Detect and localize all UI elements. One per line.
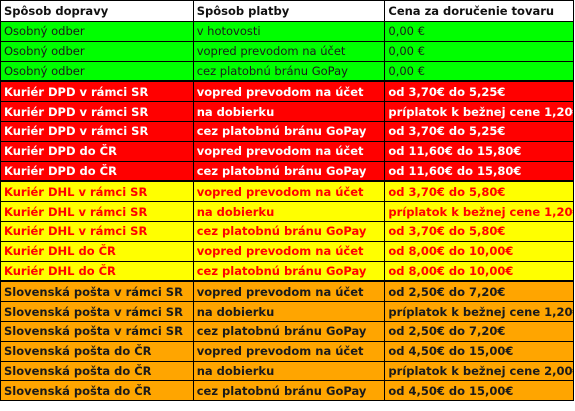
cell-payment-method: vopred prevodom na účet <box>192 140 386 162</box>
cell-payment-method: cez platobnú bránu GoPay <box>192 60 386 82</box>
table-row: Kuriér DPD v rámci SR vopred prevodom na … <box>0 80 574 103</box>
table-row: Kuriér DHL v rámci SR vopred prevodom na … <box>0 180 574 203</box>
cell-delivery-price: od 2,50€ do 7,20€ <box>384 280 574 303</box>
cell-shipping-method: Kuriér DPD v rámci SR <box>0 101 194 122</box>
table-row: Slovenská pošta do ČR na dobierku príplato… <box>0 360 574 382</box>
cell-shipping-method: Slovenská pošta do ČR <box>0 340 194 362</box>
header-payment-method: Spôsob platby <box>192 0 386 22</box>
cell-delivery-price: od 3,70€ do 5,80€ <box>384 180 574 203</box>
cell-shipping-method: Kuriér DHL do ČR <box>0 240 194 262</box>
cell-payment-method: v hotovosti <box>192 21 386 42</box>
cell-delivery-price: 0,00 € <box>384 21 574 42</box>
cell-delivery-price: od 8,00€ do 10,00€ <box>384 260 574 282</box>
cell-delivery-price: od 3,70€ do 5,25€ <box>384 120 574 142</box>
cell-shipping-method: Kuriér DHL v rámci SR <box>0 201 194 222</box>
cell-delivery-price: od 3,70€ do 5,25€ <box>384 80 574 103</box>
cell-payment-method: na dobierku <box>192 301 386 322</box>
cell-shipping-method: Osobný odber <box>0 21 194 42</box>
header-shipping-method: Spôsob dopravy <box>0 0 194 22</box>
cell-payment-method: vopred prevodom na účet <box>192 40 386 62</box>
cell-shipping-method: Slovenská pošta do ČR <box>0 380 194 402</box>
cell-payment-method: na dobierku <box>192 201 386 222</box>
cell-payment-method: na dobierku <box>192 360 386 382</box>
cell-shipping-method: Osobný odber <box>0 40 194 62</box>
cell-shipping-method: Kuriér DPD do ČR <box>0 160 194 182</box>
cell-delivery-price: príplatok k bežnej cene 1,20€ <box>384 301 574 322</box>
cell-shipping-method: Osobný odber <box>0 60 194 82</box>
table-row: Kuriér DPD v rámci SR na dobierku príplato… <box>0 101 574 122</box>
table-row: Kuriér DHL do ČR vopred prevodom na účet o… <box>0 240 574 262</box>
table-row: Slovenská pošta v rámci SR cez platobnú b… <box>0 320 574 342</box>
table-row: Kuriér DHL v rámci SR na dobierku príplato… <box>0 201 574 222</box>
cell-delivery-price: 0,00 € <box>384 40 574 62</box>
table-row: Slovenská pošta v rámci SR na dobierku prí… <box>0 301 574 322</box>
cell-payment-method: cez platobnú bránu GoPay <box>192 260 386 282</box>
cell-shipping-method: Slovenská pošta v rámci SR <box>0 320 194 342</box>
cell-shipping-method: Slovenská pošta v rámci SR <box>0 280 194 303</box>
shipping-price-table: Spôsob dopravy Spôsob platby Cena za dor… <box>0 0 574 402</box>
cell-delivery-price: príplatok k bežnej cene 1,20€ <box>384 101 574 122</box>
table-row: Slovenská pošta v rámci SR vopred prevodo… <box>0 280 574 303</box>
header-delivery-price: Cena za doručenie tovaru <box>384 0 574 22</box>
cell-payment-method: vopred prevodom na účet <box>192 340 386 362</box>
cell-payment-method: vopred prevodom na účet <box>192 240 386 262</box>
cell-payment-method: cez platobnú bránu GoPay <box>192 220 386 242</box>
cell-shipping-method: Kuriér DPD do ČR <box>0 140 194 162</box>
cell-delivery-price: od 11,60€ do 15,80€ <box>384 140 574 162</box>
cell-delivery-price: od 8,00€ do 10,00€ <box>384 240 574 262</box>
table-row: Osobný odber vopred prevodom na účet 0,00 … <box>0 40 574 62</box>
table-row: Osobný odber v hotovosti 0,00 € <box>0 21 574 42</box>
cell-payment-method: cez platobnú bránu GoPay <box>192 320 386 342</box>
cell-payment-method: vopred prevodom na účet <box>192 180 386 203</box>
cell-payment-method: vopred prevodom na účet <box>192 80 386 103</box>
cell-payment-method: cez platobnú bránu GoPay <box>192 160 386 182</box>
cell-shipping-method: Kuriér DHL v rámci SR <box>0 180 194 203</box>
cell-shipping-method: Slovenská pošta do ČR <box>0 360 194 382</box>
cell-shipping-method: Kuriér DPD v rámci SR <box>0 80 194 103</box>
table-row: Kuriér DPD do ČR vopred prevodom na účet o… <box>0 140 574 162</box>
cell-shipping-method: Kuriér DPD v rámci SR <box>0 120 194 142</box>
table-body: Osobný odber v hotovosti 0,00 € Osobný odbe… <box>0 21 574 402</box>
cell-payment-method: cez platobnú bránu GoPay <box>192 120 386 142</box>
table-row: Slovenská pošta do ČR cez platobnú bránu … <box>0 380 574 402</box>
table-row: Kuriér DPD do ČR cez platobnú bránu GoPay… <box>0 160 574 182</box>
cell-payment-method: vopred prevodom na účet <box>192 280 386 303</box>
table-row: Kuriér DHL v rámci SR cez platobnú bránu … <box>0 220 574 242</box>
table-header-row: Spôsob dopravy Spôsob platby Cena za dor… <box>0 0 574 22</box>
table-row: Kuriér DHL do ČR cez platobnú bránu GoPay… <box>0 260 574 282</box>
cell-shipping-method: Kuriér DHL v rámci SR <box>0 220 194 242</box>
cell-payment-method: cez platobnú bránu GoPay <box>192 380 386 402</box>
cell-shipping-method: Slovenská pošta v rámci SR <box>0 301 194 322</box>
cell-delivery-price: príplatok k bežnej cene 2,00€ <box>384 360 574 382</box>
cell-shipping-method: Kuriér DHL do ČR <box>0 260 194 282</box>
table-row: Osobný odber cez platobnú bránu GoPay 0,00… <box>0 60 574 82</box>
cell-delivery-price: 0,00 € <box>384 60 574 82</box>
table-row: Slovenská pošta do ČR vopred prevodom na … <box>0 340 574 362</box>
table-row: Kuriér DPD v rámci SR cez platobnú bránu … <box>0 120 574 142</box>
cell-delivery-price: príplatok k bežnej cene 1,20€ <box>384 201 574 222</box>
cell-delivery-price: od 2,50€ do 7,20€ <box>384 320 574 342</box>
cell-delivery-price: od 4,50€ do 15,00€ <box>384 340 574 362</box>
cell-delivery-price: od 3,70€ do 5,80€ <box>384 220 574 242</box>
cell-delivery-price: od 11,60€ do 15,80€ <box>384 160 574 182</box>
cell-payment-method: na dobierku <box>192 101 386 122</box>
cell-delivery-price: od 4,50€ do 15,00€ <box>384 380 574 402</box>
